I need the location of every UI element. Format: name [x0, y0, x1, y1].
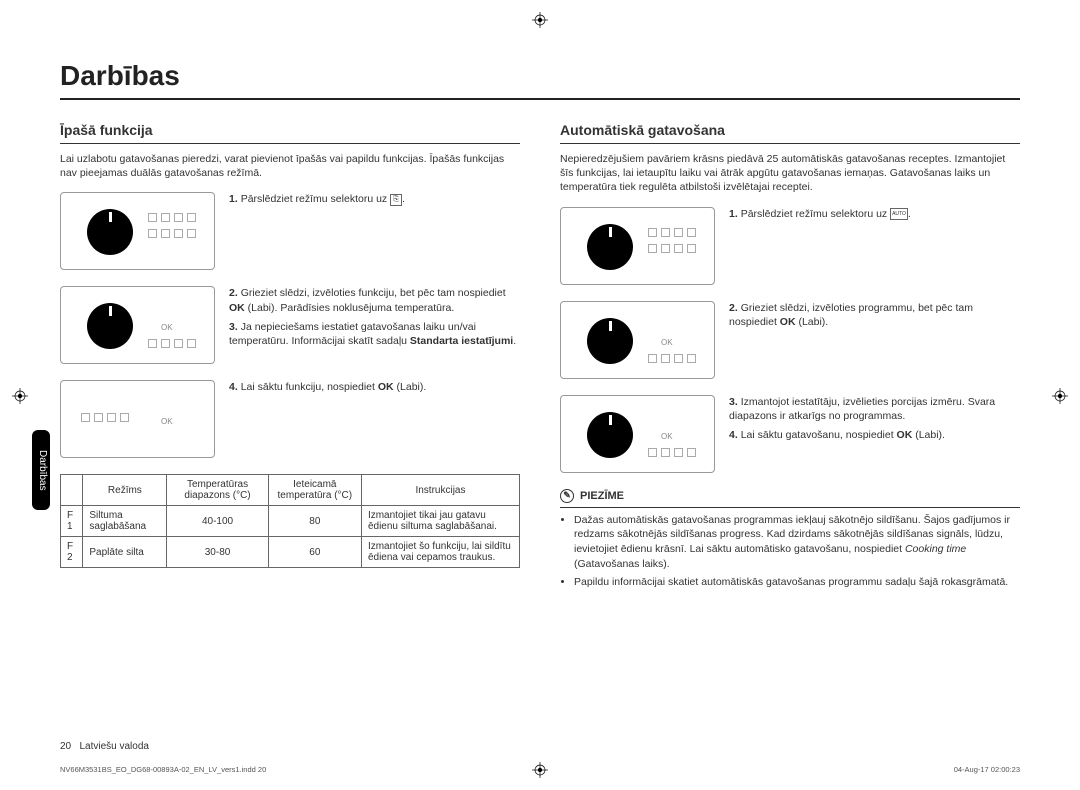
- right-step-2: OK 2. Grieziet slēdzi, izvēloties progra…: [560, 301, 1020, 379]
- crop-mark-right: [1052, 388, 1068, 404]
- right-intro: Nepieredzējušiem pavāriem krāsns piedāvā…: [560, 152, 1020, 195]
- td: Izmantojiet šo funkciju, lai sildītu ēdi…: [361, 537, 519, 568]
- table-row: F 1 Siltuma saglabāšana 40-100 80 Izmant…: [61, 506, 520, 537]
- th: Temperatūras diapazons (°C): [167, 475, 268, 506]
- panel-illustration: OK: [60, 380, 215, 458]
- right-step-3: OK 3. Izmantojot iestatītāju, izvēlietie…: [560, 395, 1020, 473]
- right-column: Automātiskā gatavošana Nepieredzējušiem …: [560, 122, 1020, 594]
- left-step-4: OK 4. Lai sāktu funkciju, nospiediet OK …: [60, 380, 520, 458]
- dial-icon: [87, 303, 133, 349]
- spec-table: Režīms Temperatūras diapazons (°C) Ietei…: [60, 474, 520, 568]
- note-heading: ✎ PIEZĪME: [560, 489, 1020, 508]
- th: [61, 475, 83, 506]
- dial-icon: [587, 412, 633, 458]
- note-label: PIEZĪME: [580, 490, 624, 502]
- step-text: (Labi). Parādīsies noklusējuma temperatū…: [245, 302, 455, 314]
- step-text: Grieziet slēdzi, izvēloties funkciju, be…: [241, 287, 506, 299]
- right-step-1: 1. Pārslēdziet režīmu selektoru uz AUTO.: [560, 207, 1020, 285]
- panel-icons: [146, 337, 206, 355]
- crop-mark-top: [532, 12, 548, 28]
- ok-label: OK: [780, 316, 796, 328]
- panel-illustration: [560, 207, 715, 285]
- page-footer: 20 Latviešu valoda: [60, 741, 149, 752]
- side-tab: Darbības: [32, 430, 50, 510]
- td: 30-80: [167, 537, 268, 568]
- note-list: Dažas automātiskās gatavošanas programma…: [560, 513, 1020, 590]
- dial-icon: [87, 209, 133, 255]
- step-text: Pārslēdziet režīmu selektoru uz: [741, 208, 887, 220]
- mode-icon: ⎘: [390, 194, 402, 206]
- td: Izmantojiet tikai jau gatavu ēdienu silt…: [361, 506, 519, 537]
- td: 80: [268, 506, 361, 537]
- td: 40-100: [167, 506, 268, 537]
- page-title: Darbības: [60, 60, 1020, 100]
- ok-icon: OK: [661, 338, 673, 347]
- step-text: Izmantojot iestatītāju, izvēlieties porc…: [729, 396, 995, 423]
- table-row: F 2 Paplāte silta 30-80 60 Izmantojiet š…: [61, 537, 520, 568]
- left-step-2: OK 2. Grieziet slēdzi, izvēloties funkci…: [60, 286, 520, 364]
- left-intro: Lai uzlabotu gatavošanas pieredzi, varat…: [60, 152, 520, 180]
- dial-icon: [587, 318, 633, 364]
- panel-illustration: [60, 192, 215, 270]
- note-item: Papildu informācijai skatiet automātiskā…: [574, 575, 1020, 590]
- th: Instrukcijas: [361, 475, 519, 506]
- step-text: Pārslēdziet režīmu selektoru uz: [241, 193, 387, 205]
- panel-icons: [79, 411, 139, 453]
- left-heading: Īpašā funkcija: [60, 122, 520, 144]
- step-text: (Labi).: [912, 429, 945, 441]
- dial-icon: [587, 224, 633, 270]
- td: Siltuma saglabāšana: [83, 506, 167, 537]
- panel-icons: [646, 446, 706, 464]
- note-item: Dažas automātiskās gatavošanas programma…: [574, 513, 1020, 572]
- panel-icons: [646, 352, 706, 370]
- ref-label: Standarta iestatījumi: [410, 335, 513, 347]
- panel-illustration: OK: [560, 301, 715, 379]
- step-text: Grieziet slēdzi, izvēloties programmu, b…: [729, 302, 973, 329]
- step-text: (Labi).: [394, 381, 427, 393]
- table-header-row: Režīms Temperatūras diapazons (°C) Ietei…: [61, 475, 520, 506]
- page-number: 20: [60, 741, 71, 752]
- step-text: (Labi).: [796, 316, 829, 328]
- panel-illustration: OK: [60, 286, 215, 364]
- ok-icon: OK: [161, 323, 173, 332]
- crop-mark-left: [12, 388, 28, 404]
- right-heading: Automātiskā gatavošana: [560, 122, 1020, 144]
- panel-illustration: OK: [560, 395, 715, 473]
- left-column: Īpašā funkcija Lai uzlabotu gatavošanas …: [60, 122, 520, 594]
- td: 60: [268, 537, 361, 568]
- th: Ieteicamā temperatūra (°C): [268, 475, 361, 506]
- step-text: Lai sāktu gatavošanu, nospiediet: [741, 429, 897, 441]
- file-info: NV66M3531BS_EO_DG68-00893A-02_EN_LV_vers…: [60, 765, 266, 774]
- auto-icon: AUTO: [890, 208, 908, 220]
- td: F 2: [61, 537, 83, 568]
- td: Paplāte silta: [83, 537, 167, 568]
- step-text: Lai sāktu funkciju, nospiediet: [241, 381, 378, 393]
- date-info: 04-Aug-17 02:00:23: [954, 765, 1020, 774]
- ok-icon: OK: [161, 417, 173, 426]
- language-label: Latviešu valoda: [79, 741, 149, 752]
- panel-icons: [146, 211, 206, 253]
- note-icon: ✎: [560, 489, 574, 503]
- ok-label: OK: [378, 381, 394, 393]
- left-step-1: 1. Pārslēdziet režīmu selektoru uz ⎘.: [60, 192, 520, 270]
- panel-icons: [646, 226, 706, 268]
- td: F 1: [61, 506, 83, 537]
- ok-label: OK: [229, 302, 245, 314]
- ok-label: OK: [897, 429, 913, 441]
- ok-icon: OK: [661, 432, 673, 441]
- print-footnote: NV66M3531BS_EO_DG68-00893A-02_EN_LV_vers…: [60, 765, 1020, 774]
- th: Režīms: [83, 475, 167, 506]
